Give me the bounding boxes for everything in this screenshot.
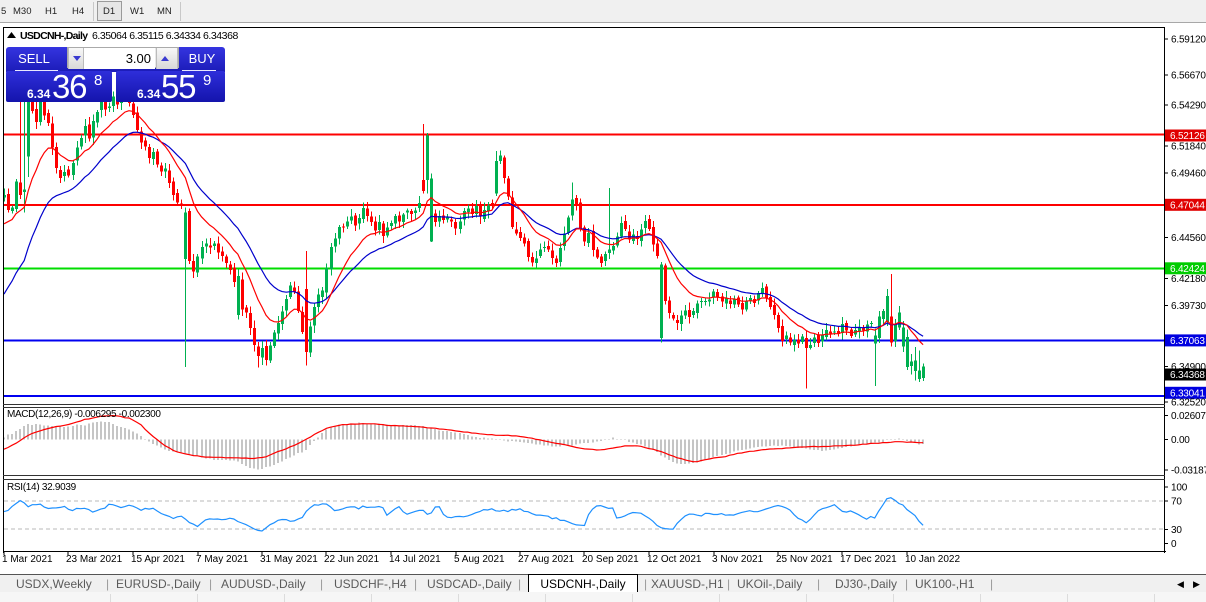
- svg-text:6.35064 6.35115 6.34334 6.3436: 6.35064 6.35115 6.34334 6.34368: [92, 30, 238, 42]
- svg-text:MACD(12,26,9) -0.006295 -0.002: MACD(12,26,9) -0.006295 -0.002300: [7, 409, 161, 420]
- svg-text:20 Sep 2021: 20 Sep 2021: [582, 554, 639, 565]
- svg-text:0.00: 0.00: [1171, 435, 1190, 446]
- svg-text:22 Jun 2021: 22 Jun 2021: [324, 554, 379, 565]
- svg-text:15 Apr 2021: 15 Apr 2021: [131, 554, 185, 565]
- svg-text:6.44560: 6.44560: [1171, 233, 1206, 244]
- svg-text:12 Oct 2021: 12 Oct 2021: [647, 554, 702, 565]
- svg-text:6.42424: 6.42424: [1170, 264, 1205, 275]
- svg-text:1 Mar 2021: 1 Mar 2021: [2, 554, 53, 565]
- svg-text:5 Aug 2021: 5 Aug 2021: [454, 554, 505, 565]
- svg-text:6.59120: 6.59120: [1171, 35, 1206, 46]
- svg-text:6.54290: 6.54290: [1171, 101, 1206, 112]
- svg-text:6.52126: 6.52126: [1170, 131, 1205, 142]
- svg-text:25 Nov 2021: 25 Nov 2021: [776, 554, 833, 565]
- svg-text:6.33041: 6.33041: [1170, 388, 1205, 399]
- svg-text:6.34900: 6.34900: [1171, 362, 1206, 373]
- svg-text:30: 30: [1171, 525, 1182, 536]
- svg-text:6.37063: 6.37063: [1170, 336, 1205, 347]
- svg-text:6.39730: 6.39730: [1171, 301, 1206, 312]
- svg-text:0: 0: [1171, 539, 1177, 550]
- svg-text:USDCNH-,Daily: USDCNH-,Daily: [20, 30, 88, 42]
- svg-text:6.42180: 6.42180: [1171, 274, 1206, 285]
- svg-text:6.56670: 6.56670: [1171, 71, 1206, 82]
- svg-text:17 Dec 2021: 17 Dec 2021: [840, 554, 897, 565]
- svg-text:6.47044: 6.47044: [1170, 200, 1205, 211]
- svg-text:23 Mar 2021: 23 Mar 2021: [66, 554, 123, 565]
- svg-text:7 May 2021: 7 May 2021: [196, 554, 249, 565]
- svg-text:27 Aug 2021: 27 Aug 2021: [518, 554, 575, 565]
- svg-text:6.34368: 6.34368: [1170, 370, 1205, 381]
- svg-text:6.32520: 6.32520: [1171, 398, 1206, 409]
- svg-text:100: 100: [1171, 483, 1188, 494]
- svg-text:0.02607: 0.02607: [1171, 411, 1206, 422]
- svg-text:6.49460: 6.49460: [1171, 169, 1206, 180]
- svg-text:31 May 2021: 31 May 2021: [260, 554, 318, 565]
- svg-text:70: 70: [1171, 497, 1182, 508]
- svg-text:6.51840: 6.51840: [1171, 142, 1206, 153]
- svg-text:-0.03187: -0.03187: [1171, 466, 1206, 477]
- svg-text:14 Jul 2021: 14 Jul 2021: [389, 554, 441, 565]
- svg-text:10 Jan 2022: 10 Jan 2022: [905, 554, 960, 565]
- svg-text:3 Nov 2021: 3 Nov 2021: [712, 554, 764, 565]
- svg-text:RSI(14) 32.9039: RSI(14) 32.9039: [7, 482, 77, 493]
